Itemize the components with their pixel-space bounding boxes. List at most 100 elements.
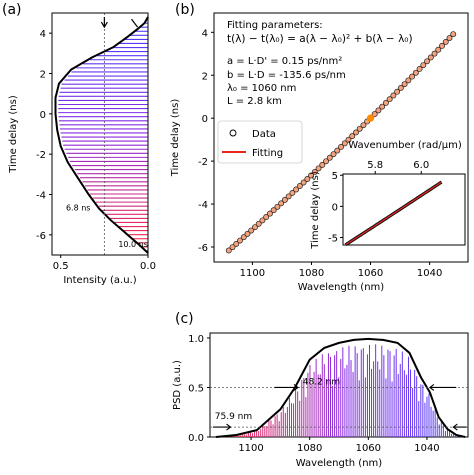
data-point bbox=[371, 111, 378, 118]
data-point bbox=[315, 165, 322, 172]
ylabel-c: PSD (a.u.) bbox=[172, 360, 183, 410]
data-point bbox=[326, 154, 333, 161]
data-point bbox=[229, 244, 236, 251]
inset-ytick-label: 0 bbox=[332, 202, 338, 213]
data-point bbox=[270, 207, 277, 214]
ytick-label-a: -2 bbox=[36, 150, 46, 161]
data-point bbox=[345, 136, 352, 143]
panel-b: (b) Fitting parameters: t(λ) − t(λ₀) = a(λ… bbox=[170, 2, 469, 293]
data-point bbox=[446, 35, 453, 42]
data-point bbox=[244, 230, 251, 237]
data-point bbox=[394, 88, 401, 95]
xtick-label-c: 1080 bbox=[297, 443, 322, 454]
ytick-label-b: -6 bbox=[198, 243, 208, 254]
ytick-label-a: -4 bbox=[36, 191, 46, 202]
ytick-label-c: 0.0 bbox=[188, 433, 204, 444]
data-point bbox=[225, 247, 232, 254]
data-point bbox=[296, 183, 303, 189]
data-point bbox=[405, 77, 412, 84]
data-point bbox=[308, 172, 315, 179]
ytick-label-b: 4 bbox=[202, 28, 208, 39]
data-point bbox=[375, 107, 382, 114]
annotation-48.2nm: 48.2 nm bbox=[303, 377, 340, 387]
data-point bbox=[360, 122, 367, 129]
data-point bbox=[356, 125, 363, 132]
arrow-head bbox=[100, 21, 108, 29]
data-point bbox=[293, 186, 300, 193]
xtick-label-c: 1060 bbox=[356, 443, 381, 454]
data-point bbox=[240, 234, 247, 241]
data-point bbox=[274, 203, 281, 210]
data-point bbox=[285, 193, 292, 200]
legend-b: Data Fitting bbox=[217, 120, 303, 164]
inset-xtick-label: 6.0 bbox=[413, 160, 429, 171]
ytick-label-c: 1.0 bbox=[188, 334, 204, 345]
data-point bbox=[334, 147, 341, 154]
envelope-curve bbox=[54, 16, 149, 254]
ytick-label-a: 2 bbox=[40, 70, 46, 81]
xtick-label-b: 1040 bbox=[417, 268, 442, 279]
arrow-75-right bbox=[452, 423, 467, 431]
ytick-label-b: 2 bbox=[202, 71, 208, 82]
xtick-label-c: 1040 bbox=[414, 443, 439, 454]
inset-xlabel: Wavenumber (rad/µm) bbox=[348, 140, 462, 151]
xtick-label-b: 1060 bbox=[358, 268, 383, 279]
data-point bbox=[248, 227, 255, 234]
xlabel-b: Wavelength (nm) bbox=[298, 282, 384, 293]
data-point bbox=[338, 144, 344, 150]
data-point bbox=[263, 214, 270, 220]
ylabel-a: Time delay (ns) bbox=[8, 95, 19, 174]
data-point bbox=[435, 46, 442, 53]
xlabel-c: Wavelength (nm) bbox=[296, 458, 382, 469]
fit-param-line: λ₀ = 1060 nm bbox=[227, 83, 296, 94]
data-point bbox=[431, 50, 438, 57]
data-point bbox=[442, 39, 449, 45]
data-point bbox=[233, 240, 240, 247]
data-point bbox=[341, 140, 348, 147]
data-point bbox=[323, 158, 329, 165]
data-point bbox=[289, 190, 296, 196]
data-point bbox=[259, 217, 266, 224]
inset-xtick-label: 5.8 bbox=[367, 160, 383, 171]
data-point bbox=[311, 169, 318, 175]
data-point bbox=[427, 54, 434, 61]
data-point bbox=[382, 100, 389, 106]
data-point bbox=[416, 66, 423, 72]
data-point bbox=[390, 92, 397, 99]
data-point bbox=[330, 151, 337, 158]
arrow-down-right bbox=[131, 18, 139, 28]
xlabel-a: Intensity (a.u.) bbox=[63, 275, 136, 286]
data-point bbox=[353, 129, 359, 136]
data-point bbox=[319, 161, 326, 168]
data-point bbox=[281, 196, 288, 203]
ytick-label-c: 0.5 bbox=[188, 383, 204, 394]
xtick-label-c: 1100 bbox=[238, 443, 263, 454]
inset-b: 5.8 6.0 5 0 -5 Wavenumber (rad/µm) Time delay … bbox=[310, 140, 466, 250]
ytick-label-b: -4 bbox=[198, 200, 208, 211]
data-point bbox=[409, 73, 416, 80]
panel-c: (c) 48.2 nm 75.9 nm 0.0 0.5 1.0 1100 1080 1060 10… bbox=[172, 311, 469, 469]
panel-label-b: (b) bbox=[175, 2, 195, 18]
inset-ylabel: Time delay (ns) bbox=[310, 171, 321, 250]
data-point bbox=[300, 179, 307, 186]
panel-a: (a) 6.8 ns 10.0 ns 4 2 0 -2 -4 -6 0.5 0.0 Intensity… bbox=[2, 2, 156, 286]
data-point bbox=[252, 224, 258, 231]
data-point bbox=[379, 103, 386, 110]
xtick-label-b: 1080 bbox=[299, 268, 324, 279]
arrow-75-left bbox=[212, 423, 232, 431]
annotation-10.0ns: 10.0 ns bbox=[118, 240, 148, 249]
fit-param-line: Fitting parameters: bbox=[227, 20, 323, 31]
data-point bbox=[349, 133, 356, 140]
data-point bbox=[266, 210, 273, 217]
arrow-48-left bbox=[274, 384, 299, 391]
data-point bbox=[255, 220, 262, 227]
legend-marker-data bbox=[229, 129, 237, 137]
ytick-label-b: 0 bbox=[202, 114, 208, 125]
data-point bbox=[439, 42, 445, 49]
xtick-label-b: 1100 bbox=[240, 268, 265, 279]
axes-frame-a bbox=[51, 12, 149, 256]
legend-label-fitting: Fitting bbox=[252, 148, 283, 159]
annotation-75.9nm: 75.9 nm bbox=[215, 412, 252, 422]
ytick-label-b: -2 bbox=[198, 157, 208, 168]
